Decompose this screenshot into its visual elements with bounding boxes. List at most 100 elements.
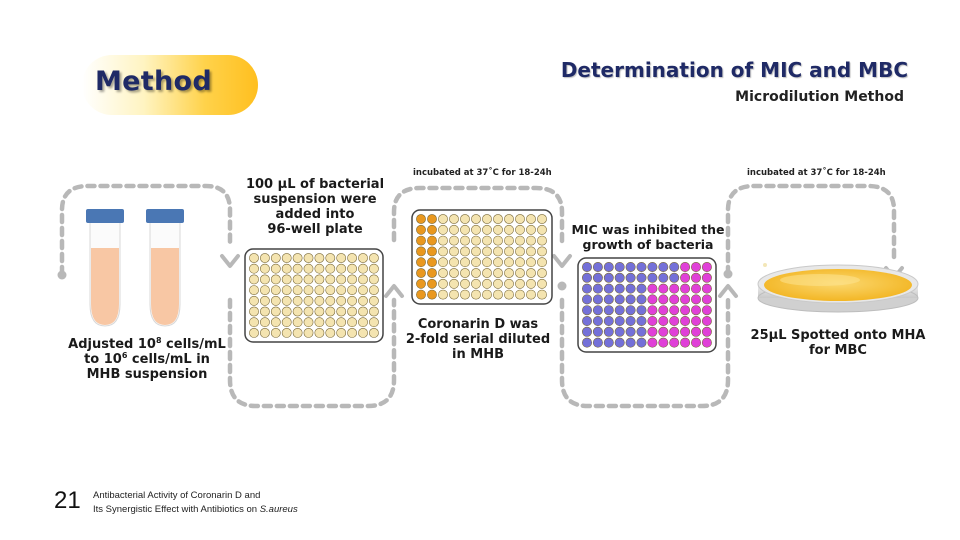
well — [636, 337, 647, 348]
well — [592, 337, 603, 348]
well — [471, 289, 481, 300]
well — [592, 305, 603, 316]
well — [537, 257, 547, 268]
well — [504, 235, 514, 246]
well — [347, 263, 357, 274]
well — [581, 272, 592, 283]
well — [614, 315, 625, 326]
well — [325, 263, 336, 274]
well — [427, 268, 437, 278]
mic-label: MIC was inhibited the growth of bacteria — [571, 222, 725, 252]
well — [537, 246, 547, 257]
well — [347, 295, 357, 306]
well — [515, 268, 525, 278]
well — [526, 224, 536, 235]
well — [701, 261, 712, 272]
well — [669, 261, 680, 272]
well — [259, 253, 270, 263]
well — [603, 305, 614, 316]
well — [471, 246, 481, 257]
well — [416, 268, 426, 278]
plate-fill-label: 100 µL of bacterial suspension were adde… — [245, 177, 385, 237]
well — [690, 326, 701, 337]
well — [449, 278, 459, 289]
well — [658, 315, 669, 326]
well — [347, 274, 357, 285]
well — [358, 263, 368, 274]
well — [592, 283, 603, 294]
well — [368, 274, 379, 285]
well — [680, 294, 691, 305]
method-title-pill — [82, 55, 258, 115]
well — [292, 327, 303, 338]
well — [314, 285, 325, 295]
well — [303, 295, 314, 306]
well — [647, 294, 658, 305]
well — [647, 337, 658, 348]
well — [314, 327, 325, 338]
well — [636, 261, 647, 272]
well — [427, 278, 437, 289]
well — [314, 317, 325, 328]
well — [259, 285, 270, 295]
well — [347, 253, 357, 263]
well — [314, 306, 325, 317]
well — [449, 246, 459, 257]
well — [292, 295, 303, 306]
well — [680, 337, 691, 348]
well — [358, 306, 368, 317]
well — [614, 294, 625, 305]
well — [515, 214, 525, 224]
well — [336, 295, 347, 306]
well — [460, 278, 470, 289]
well — [625, 283, 636, 294]
well — [292, 317, 303, 328]
well — [270, 253, 281, 263]
petri-dish-mha — [757, 263, 919, 313]
well — [270, 317, 281, 328]
well — [592, 272, 603, 283]
mbc-label: 25µL Spotted onto MHA for MBC — [750, 328, 926, 358]
well — [603, 294, 614, 305]
well — [482, 289, 492, 300]
well — [336, 317, 347, 328]
well — [537, 278, 547, 289]
connector-arc-3 — [391, 185, 565, 249]
well — [281, 274, 292, 285]
well — [358, 295, 368, 306]
well — [292, 253, 303, 263]
well — [658, 261, 669, 272]
tube-preparation-label: Adjusted 108 cells/mL to 106 cells/mL in… — [68, 336, 226, 383]
well — [690, 315, 701, 326]
well — [581, 326, 592, 337]
well — [603, 261, 614, 272]
well — [281, 253, 292, 263]
well — [669, 294, 680, 305]
well — [358, 327, 368, 338]
well — [303, 263, 314, 274]
well — [471, 278, 481, 289]
arrow-up-icon — [718, 284, 738, 298]
well — [416, 214, 426, 224]
well — [625, 294, 636, 305]
well — [292, 306, 303, 317]
well — [515, 224, 525, 235]
well — [281, 263, 292, 274]
well — [471, 214, 481, 224]
well — [249, 327, 259, 338]
well — [303, 327, 314, 338]
well — [625, 326, 636, 337]
well — [460, 268, 470, 278]
well — [438, 246, 448, 257]
well — [669, 337, 680, 348]
well — [515, 235, 525, 246]
well — [690, 261, 701, 272]
well — [581, 305, 592, 316]
test-tube-left — [86, 209, 124, 327]
well — [368, 306, 379, 317]
well — [515, 257, 525, 268]
well — [438, 235, 448, 246]
well — [515, 246, 525, 257]
well — [493, 235, 503, 246]
